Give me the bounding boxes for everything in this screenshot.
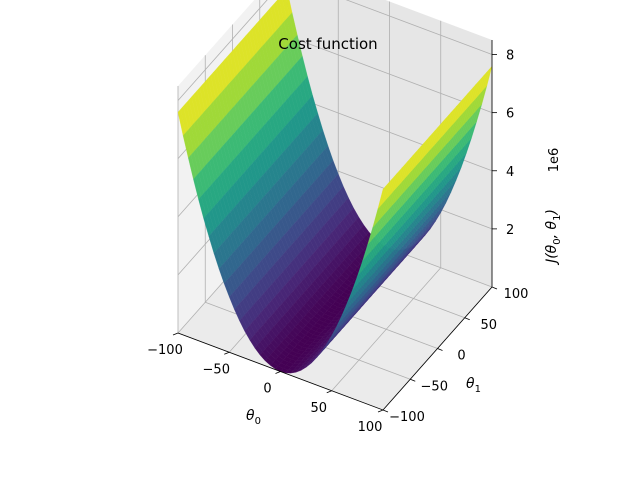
x-tick-labels: −100 −50 0 50 100: [147, 332, 384, 435]
x-tick-label: 0: [263, 382, 271, 397]
y-axis-label: θ1: [466, 376, 481, 395]
z-tick-label: 4: [506, 165, 514, 180]
z-axis-label: J(θ0, θ1): [544, 209, 563, 266]
z-tick-labels: 2 4 6 8: [492, 49, 514, 238]
y-tick-mark: [410, 378, 416, 382]
x-tick-label: 50: [310, 401, 327, 416]
y-tick-mark: [437, 348, 443, 351]
z-tick-label: 8: [506, 49, 514, 64]
surface-facet: [377, 186, 386, 209]
surface-mesh: [177, 0, 493, 374]
y-tick-labels: −100 −50 0 50 100: [382, 286, 529, 425]
x-tick-mark: [172, 332, 179, 336]
y-tick-label: 50: [480, 318, 497, 333]
z-tick-label: 2: [506, 223, 514, 238]
grid-z-left: [177, 0, 268, 101]
y-tick-mark: [382, 409, 389, 413]
x-tick-mark: [326, 390, 332, 394]
x-tick-mark: [377, 409, 384, 413]
x-tick-mark: [275, 371, 281, 374]
y-tick-label: −100: [389, 410, 425, 425]
grid-z-back: [286, 35, 493, 114]
y-tick-mark: [464, 317, 470, 321]
y-tick-mark: [491, 286, 498, 290]
x-tick-mark: [224, 351, 230, 355]
z-tick-label: 6: [506, 107, 514, 122]
x-tick-label: −100: [147, 343, 183, 358]
x-axis-label: θ0: [246, 408, 261, 427]
chart-title: Cost function: [278, 35, 377, 53]
z-axis-multiplier: 1e6: [547, 148, 562, 173]
y-tick-label: 0: [457, 349, 465, 364]
y-tick-label: −50: [421, 379, 448, 394]
x-tick-label: −50: [203, 362, 230, 377]
x-tick-label: 100: [358, 420, 383, 435]
y-tick-label: 100: [504, 287, 529, 302]
grid-z-back: [345, 0, 493, 55]
